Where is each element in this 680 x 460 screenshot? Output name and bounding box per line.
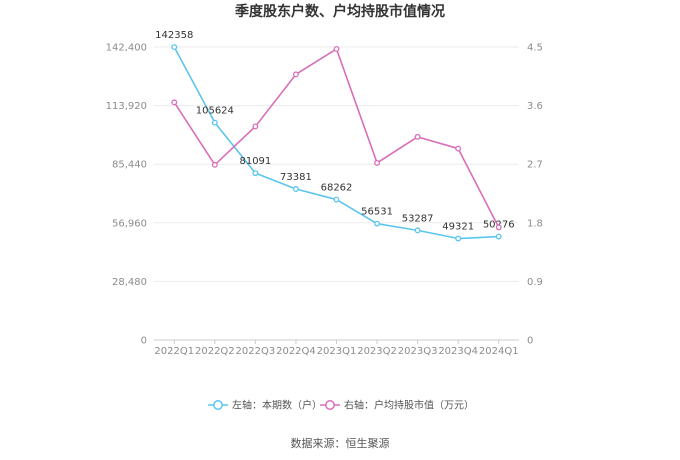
data-point xyxy=(292,71,299,78)
data-label: 105624 xyxy=(196,106,234,117)
data-point xyxy=(333,196,340,203)
data-point xyxy=(455,235,462,242)
x-tick-label: 2022Q1 xyxy=(154,346,194,357)
x-tick-label: 2023Q1 xyxy=(317,346,357,357)
data-label: 49321 xyxy=(442,222,474,233)
data-point xyxy=(171,44,178,51)
y-right-tick-label: 3.6 xyxy=(527,101,543,112)
y-left-tick-label: 113,920 xyxy=(106,101,147,112)
legend-label: 左轴：本期数（户） xyxy=(232,399,322,412)
data-point xyxy=(495,224,502,231)
y-right-tick-label: 0 xyxy=(527,336,533,347)
data-point xyxy=(292,186,299,192)
chart-title: 季度股东户数、户均持股市值情况 xyxy=(234,3,445,20)
y-left-tick-label: 28,480 xyxy=(112,277,147,288)
x-tick-label: 2022Q4 xyxy=(276,346,316,357)
y-left-tick-label: 85,440 xyxy=(112,160,147,171)
x-tick-label: 2023Q4 xyxy=(438,346,478,357)
y-left-tick-label: 0 xyxy=(141,336,147,347)
data-point xyxy=(414,227,421,234)
x-tick-label: 2024Q1 xyxy=(479,346,519,357)
y-left-tick-label: 142,400 xyxy=(106,43,147,54)
x-axis: 2022Q1 2022Q2 2022Q3 2022Q4 2023Q1 2023Q2 2023… xyxy=(154,340,519,357)
data-point xyxy=(211,161,218,168)
y-axis-left: 0 28,480 56,960 85,440 113,920 142,400 xyxy=(106,43,147,347)
data-label: 68262 xyxy=(321,183,353,194)
x-tick-label: 2023Q3 xyxy=(398,346,438,357)
legend[interactable]: 左轴：本期数（户） 右轴：户均持股市值（万元） xyxy=(208,399,474,412)
legend-swatch-marker xyxy=(325,400,335,410)
data-point xyxy=(252,170,259,177)
y-right-tick-label: 2.7 xyxy=(527,160,543,171)
series-group: 142358 105624 81091 73381 68262 56531 53287 493… xyxy=(155,30,515,242)
data-label: 142358 xyxy=(155,30,193,41)
data-point xyxy=(171,99,178,106)
data-point xyxy=(495,233,502,240)
data-point xyxy=(333,46,340,52)
x-tick-label: 2022Q3 xyxy=(236,346,276,357)
x-tick-label: 2023Q2 xyxy=(357,346,397,357)
data-point xyxy=(455,145,462,152)
legend-label: 右轴：户均持股市值（万元） xyxy=(344,399,474,412)
x-tick-label: 2022Q2 xyxy=(195,346,235,357)
series-line-1 xyxy=(173,46,499,240)
y-right-tick-label: 1.8 xyxy=(527,218,543,229)
data-label: 53287 xyxy=(402,213,434,224)
data-point xyxy=(252,123,259,130)
data-source-note: 数据来源：恒生聚源 xyxy=(291,436,390,450)
y-left-tick-label: 56,960 xyxy=(112,218,147,229)
y-right-tick-label: 4.5 xyxy=(527,43,543,54)
data-point xyxy=(374,220,381,227)
data-label: 56531 xyxy=(361,207,393,218)
data-point xyxy=(211,119,218,126)
y-right-tick-label: 0.9 xyxy=(527,277,543,288)
data-point xyxy=(414,133,421,140)
data-point xyxy=(374,159,381,166)
data-label: 81091 xyxy=(239,156,271,167)
y-axis-right: 0 0.9 1.8 2.7 3.6 4.5 xyxy=(527,43,543,347)
data-label: 73381 xyxy=(280,172,312,183)
legend-swatch-marker xyxy=(213,400,223,410)
